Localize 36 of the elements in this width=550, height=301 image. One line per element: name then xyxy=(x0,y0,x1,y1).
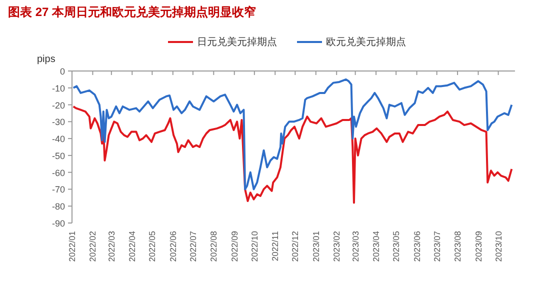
x-tick-label: 2023/06 xyxy=(412,230,422,262)
x-tick-label: 2022/08 xyxy=(208,230,219,262)
x-tick-label: 2023/03 xyxy=(350,230,360,262)
y-tick-label: -30 xyxy=(52,117,65,128)
x-tick-label: 2022/06 xyxy=(168,230,178,262)
x-tick-label: 2022/12 xyxy=(290,230,300,262)
y-tick-label: -80 xyxy=(52,202,65,212)
x-tick-label: 2022/05 xyxy=(147,230,158,262)
x-tick-label: 2022/09 xyxy=(229,230,240,262)
y-tick-label: -20 xyxy=(52,100,65,110)
x-tick-label: 2023/05 xyxy=(391,230,402,262)
y-tick-label: -10 xyxy=(52,83,65,94)
x-tick-label: 2023/09 xyxy=(473,230,484,262)
x-tick-label: 2022/10 xyxy=(249,230,260,262)
y-tick-label: -50 xyxy=(52,150,65,161)
y-tick-label: -90 xyxy=(52,218,65,228)
x-tick-label: 2023/10 xyxy=(493,230,504,262)
x-tick-label: 2022/01 xyxy=(67,230,77,262)
ylabel: pips xyxy=(37,54,56,65)
x-tick-label: 2023/02 xyxy=(332,230,342,262)
title: 图表 27 本周日元和欧元兑美元掉期点明显收窄 xyxy=(8,5,256,19)
x-tick-label: 2023/08 xyxy=(452,230,463,262)
y-tick-label: -70 xyxy=(52,184,65,195)
x-tick-label: 2023/01 xyxy=(310,230,321,262)
x-tick-label: 2022/11 xyxy=(270,230,280,262)
legend-label: 日元兑美元掉期点 xyxy=(197,36,277,48)
x-tick-label: 2023/04 xyxy=(371,230,382,262)
legend-label: 欧元兑美元掉期点 xyxy=(326,36,406,48)
x-tick-label: 2022/07 xyxy=(188,230,198,262)
x-tick-label: 2023/07 xyxy=(432,230,442,262)
y-tick-label: 0 xyxy=(60,66,65,76)
y-tick-label: -40 xyxy=(52,134,65,144)
x-tick-label: 2022/03 xyxy=(106,230,116,262)
y-tick-label: -60 xyxy=(52,168,65,178)
x-tick-label: 2022/02 xyxy=(88,230,98,262)
x-tick-label: 2022/04 xyxy=(127,230,138,262)
